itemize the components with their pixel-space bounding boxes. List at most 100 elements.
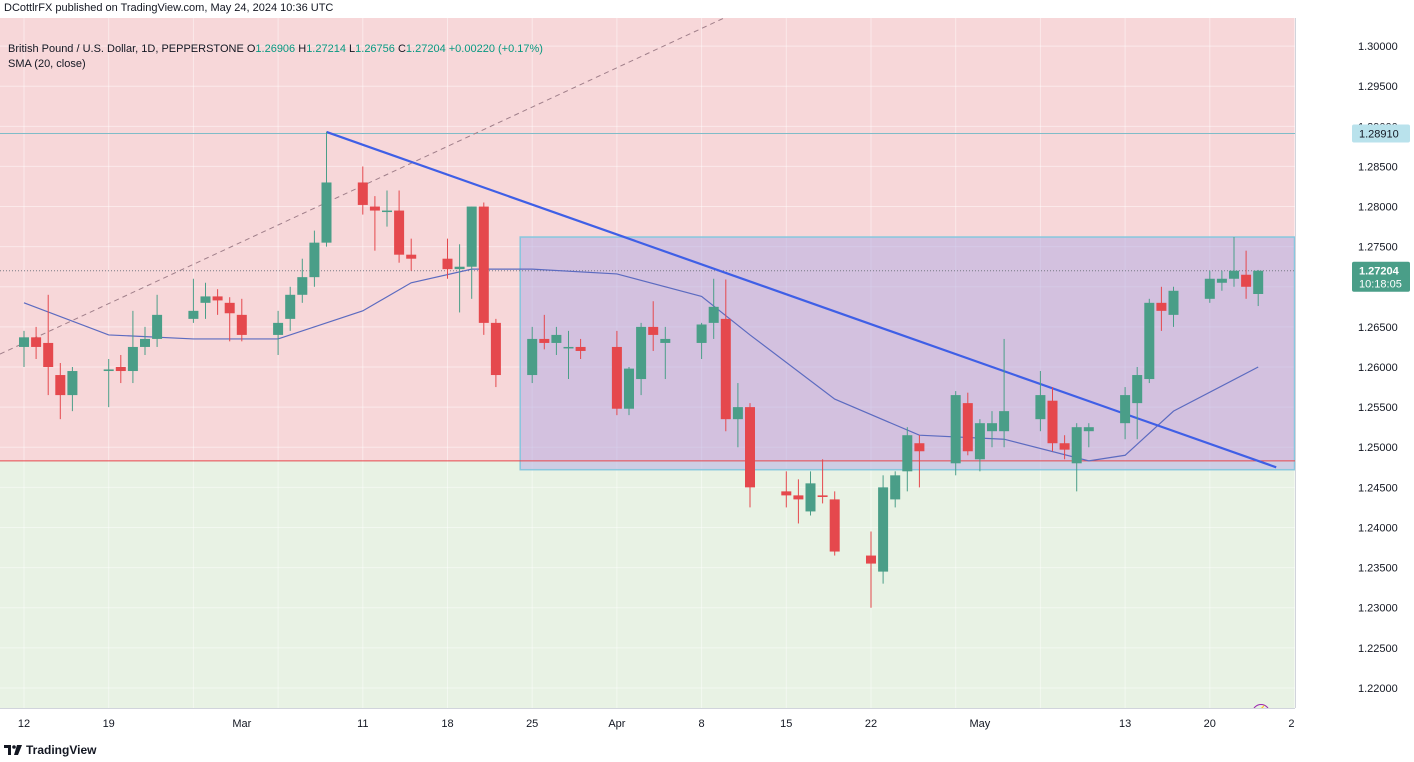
candle-body [1144,302,1155,380]
candle-body [539,338,550,343]
candle-44 [745,403,755,508]
candle-19 [321,131,332,247]
candle-61 [1047,387,1058,452]
candle-3 [55,363,66,420]
candle-body [115,367,126,372]
close-value: 1.27204 [405,43,446,55]
y-tick-label-7: 1.26500 [1358,322,1398,334]
candle-body [902,435,913,472]
candle-body [309,242,320,278]
candle-body [297,277,308,295]
candle-body [31,337,42,347]
candle-65 [1120,387,1131,440]
candle-body [103,369,114,372]
candle-body [1132,375,1143,404]
candle-24 [406,238,417,271]
candle-body [999,411,1010,432]
candle-50 [866,531,876,608]
candle-body [285,294,296,319]
candle-body [1216,278,1227,283]
x-tick-label-7: 8 [699,718,705,730]
candle-48 [817,459,828,504]
candle-body [527,338,538,376]
tradingview-logo[interactable]: TradingView [4,743,96,757]
candle-body [636,326,647,380]
candle-35 [611,330,622,416]
candle-74 [1253,269,1264,307]
published-header: DCottlrFX published on TradingView.com, … [0,0,1414,18]
candle-body [127,346,138,372]
candle-69 [1168,286,1179,327]
candle-45 [781,471,792,508]
candle-13 [224,297,235,342]
candle-30 [527,326,538,384]
candle-body [19,337,29,347]
candle-body [878,487,889,572]
y-tick-label-0: 1.30000 [1358,41,1398,53]
candle-67 [1144,298,1155,384]
candle-6 [115,354,126,384]
candle-15 [273,310,284,355]
x-tick-label-13: 27 [1288,718,1295,730]
price-chart[interactable] [0,18,1295,708]
candle-9 [152,294,163,347]
candle-body [890,475,901,500]
candle-body [490,322,501,376]
candle-31 [539,314,550,350]
high-label: H [298,43,307,55]
x-tick-label-8: 15 [780,718,792,730]
candle-body [829,499,840,552]
last-price-badge [1352,261,1410,292]
candle-body [1035,395,1046,420]
chart-legend: British Pound / U.S. Dollar, 1D, PEPPERS… [8,42,543,72]
y-tick-label-16: 1.22000 [1358,683,1398,695]
candle-body [406,254,417,259]
candle-body [140,338,150,347]
candle-body [1059,443,1070,450]
x-tick-label-10: May [970,718,991,730]
candle-40 [696,322,707,359]
resistance-price-text: 1.28910 [1359,129,1399,141]
candle-20 [357,166,368,215]
candle-body [987,423,997,432]
candle-body [1083,427,1094,432]
candle-0 [19,330,29,368]
y-tick-label-11: 1.24500 [1358,482,1398,494]
footer: TradingView [0,738,1414,762]
candle-body [1047,400,1058,444]
dashed-trend-channel [0,18,726,355]
low-label: L [349,43,356,55]
y-tick-label-3: 1.28500 [1358,161,1398,173]
candle-2 [43,294,54,396]
candle-26 [454,244,465,313]
candle-36 [624,367,634,416]
candle-body [321,182,332,243]
time-axis-labels: 12 19 Mar 11 18 25 Apr 8 15 22 May 13 20 27 [18,718,1301,730]
candle-body [805,483,816,512]
candle-body [382,210,392,213]
candle-60 [1035,371,1046,432]
candle-43 [732,383,743,448]
candle-body [394,210,405,255]
x-tick-label-9: 22 [865,718,877,730]
candle-68 [1156,286,1167,331]
candle-27 [466,206,477,299]
candle-25 [442,238,453,279]
candle-body [200,296,211,303]
candle-10 [188,278,199,323]
candle-body [152,314,163,339]
y-tick-label-1: 1.29500 [1358,81,1398,93]
chart-plot-area[interactable]: British Pound / U.S. Dollar, 1D, PEPPERS… [0,18,1295,708]
x-tick-label-6: Apr [608,718,625,730]
candle-47 [805,471,816,516]
candle-37 [636,322,647,396]
candle-body [1229,270,1239,279]
candle-22 [382,190,392,227]
candle-body [212,296,223,301]
price-axis[interactable]: 1.300001.295001.290001.285001.280001.275… [1295,18,1414,708]
candle-body [696,324,707,343]
symbol-title: British Pound / U.S. Dollar, 1D, PEPPERS… [8,43,244,55]
candle-body [1253,270,1264,294]
time-axis[interactable]: 12 19 Mar 11 18 25 Apr 8 15 22 May 13 20 27 [0,708,1301,737]
candle-body [563,346,574,349]
